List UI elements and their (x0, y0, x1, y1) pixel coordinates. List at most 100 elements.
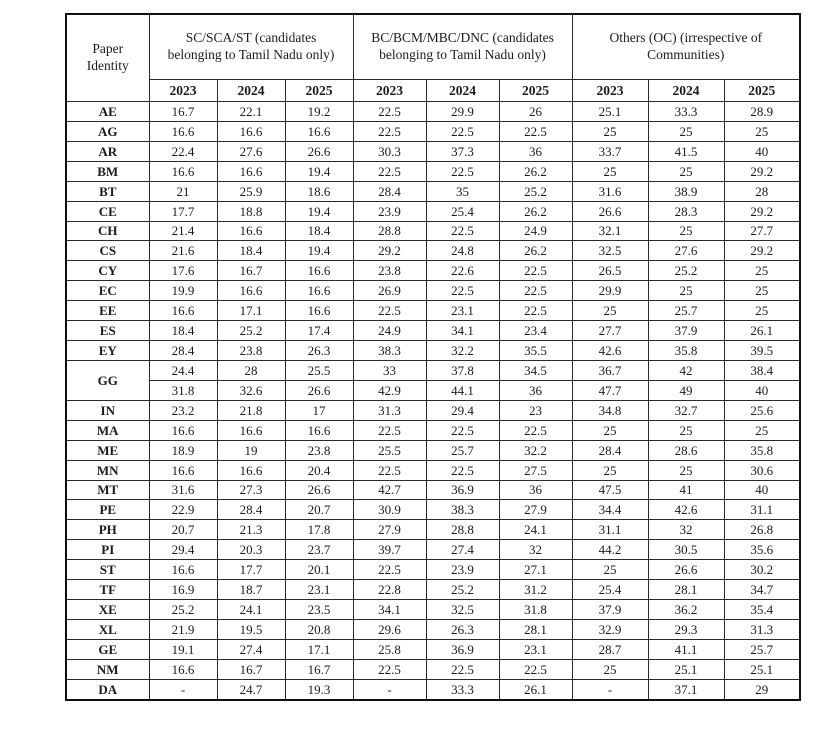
score-cell: 16.6 (216, 280, 286, 302)
table-row: IN 23.2 21.8 17 31.3 29.4 23 34.8 32.7 25.6 (65, 399, 801, 421)
score-cell: 42.6 (571, 340, 649, 361)
score-cell: 30.5 (647, 539, 725, 561)
score-cell: 34.4 (571, 499, 649, 521)
score-cell: 27.6 (647, 240, 725, 262)
score-cell: - (352, 678, 427, 701)
score-cell: 23.1 (498, 638, 573, 660)
score-cell: 28.7 (571, 638, 649, 660)
score-cell: 25.5 (284, 359, 354, 381)
score-cell: 39.7 (352, 539, 427, 561)
score-cell: 25 (647, 459, 725, 481)
score-cell: 34.1 (425, 320, 500, 342)
score-cell: 23.8 (284, 439, 354, 461)
score-cell: 19.4 (284, 240, 354, 262)
paper-identity-cell: BM (65, 160, 150, 182)
score-cell: 25 (647, 160, 725, 182)
paper-identity-cell: ME (65, 439, 150, 461)
score-cell: 28.4 (216, 499, 286, 521)
paper-identity-cell: GG (65, 359, 150, 401)
table-row: MN 16.6 16.6 20.4 22.5 22.5 27.5 25 25 30.6 (65, 459, 801, 481)
score-cell: 28.4 (571, 439, 649, 461)
table-row: CE 17.7 18.8 19.4 23.9 25.4 26.2 26.6 28.3 29.2 (65, 200, 801, 222)
score-cell: 20.7 (284, 499, 354, 521)
score-cell: 16.6 (216, 160, 286, 182)
table-row: PE 22.9 28.4 20.7 30.9 38.3 27.9 34.4 42.6 31.1 (65, 499, 801, 521)
score-cell: 21.3 (216, 519, 286, 541)
score-cell: 16.6 (148, 300, 218, 322)
score-cell: 22.5 (352, 419, 427, 441)
table-row: NM 16.6 16.7 16.7 22.5 22.5 22.5 25 25.1 25.1 (65, 658, 801, 680)
score-cell: 16.7 (216, 260, 286, 282)
score-cell: 36.9 (425, 638, 500, 660)
score-cell: - (571, 678, 649, 701)
score-cell: 24.9 (498, 220, 573, 242)
score-cell: 16.6 (284, 120, 354, 142)
score-cell: 33.7 (571, 140, 649, 162)
score-cell: 27.6 (216, 140, 286, 162)
score-cell: 35.4 (723, 599, 801, 620)
score-cell: 25 (647, 419, 725, 441)
score-cell: 40 (723, 379, 801, 401)
score-cell: 19.3 (284, 678, 354, 701)
year-header: 2025 (723, 79, 801, 102)
score-cell: 22.5 (498, 260, 573, 282)
score-cell: 28.8 (425, 519, 500, 541)
score-cell: 25.1 (571, 101, 649, 122)
score-cell: 25.7 (723, 638, 801, 660)
score-cell: 21.4 (148, 220, 218, 242)
score-cell: 33.3 (425, 678, 500, 701)
score-cell: 23.7 (284, 539, 354, 561)
table-row: EY 28.4 23.8 26.3 38.3 32.2 35.5 42.6 35.8 39.5 (65, 340, 801, 361)
score-cell: 16.7 (284, 658, 354, 680)
score-cell: 22.5 (498, 280, 573, 302)
score-cell: 28.6 (647, 439, 725, 461)
score-cell: 18.9 (148, 439, 218, 461)
score-cell: 22.5 (425, 160, 500, 182)
table-row: EC 19.9 16.6 16.6 26.9 22.5 22.5 29.9 25 25 (65, 280, 801, 302)
score-cell: 22.5 (352, 101, 427, 122)
score-cell: 27.5 (498, 459, 573, 481)
score-cell: 25 (723, 300, 801, 322)
score-cell: 35 (425, 180, 500, 202)
score-cell: 16.6 (284, 300, 354, 322)
score-cell: 22.4 (148, 140, 218, 162)
table-row: GE 19.1 27.4 17.1 25.8 36.9 23.1 28.7 41.1 25.7 (65, 638, 801, 660)
score-cell: 27.9 (498, 499, 573, 521)
score-cell: 29.9 (425, 101, 500, 122)
score-cell: 22.5 (498, 300, 573, 322)
score-cell: 22.1 (216, 101, 286, 122)
score-cell: 35.8 (647, 340, 725, 361)
paper-identity-cell: AR (65, 140, 150, 162)
score-cell: 16.6 (284, 280, 354, 302)
score-cell: 26.3 (425, 618, 500, 640)
score-cell: 36 (498, 479, 573, 501)
year-header: 2024 (216, 79, 286, 102)
score-cell: 19.4 (284, 160, 354, 182)
cutoff-marks-table: Paper Identity SC/SCA/ST (candidates bel… (65, 13, 802, 701)
table-body: AE 16.7 22.1 19.2 22.5 29.9 26 25.1 33.3 28.9 AG 16… (65, 101, 801, 701)
score-cell: 42 (647, 359, 725, 381)
score-cell: 16.6 (148, 160, 218, 182)
score-cell: 38.9 (647, 180, 725, 202)
score-cell: 31.8 (498, 599, 573, 620)
score-cell: 27.4 (216, 638, 286, 660)
score-cell: 31.6 (148, 479, 218, 501)
score-cell: 22.5 (425, 280, 500, 302)
score-cell: 23.9 (352, 200, 427, 222)
score-cell: 23.8 (216, 340, 286, 361)
score-cell: 32.9 (571, 618, 649, 640)
table-row: AR 22.4 27.6 26.6 30.3 37.3 36 33.7 41.5 40 (65, 140, 801, 162)
score-cell: 16.6 (148, 559, 218, 581)
score-cell: 29.2 (352, 240, 427, 262)
table-row: CS 21.6 18.4 19.4 29.2 24.8 26.2 32.5 27.6 29.2 (65, 240, 801, 262)
score-cell: 25.4 (425, 200, 500, 222)
score-cell: 29.2 (723, 160, 801, 182)
score-cell: 25.2 (216, 320, 286, 342)
paper-identity-cell: MA (65, 419, 150, 441)
paper-identity-cell: MN (65, 459, 150, 481)
table-row: CH 21.4 16.6 18.4 28.8 22.5 24.9 32.1 25 27.7 (65, 220, 801, 242)
score-cell: 22.5 (498, 120, 573, 142)
score-cell: 22.5 (425, 459, 500, 481)
score-cell: 32.2 (498, 439, 573, 461)
score-cell: 25 (723, 419, 801, 441)
